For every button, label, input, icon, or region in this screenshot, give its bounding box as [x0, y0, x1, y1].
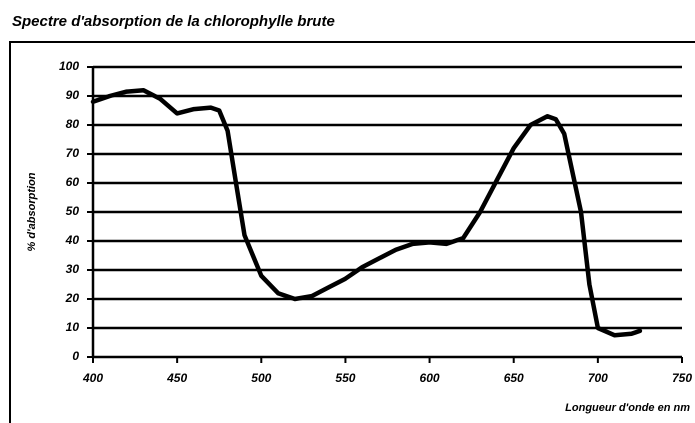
y-axis-label: % d'absorption: [26, 172, 38, 251]
y-tick-label: 10: [66, 320, 80, 334]
x-axis-label: Longueur d'onde en nm: [565, 402, 690, 414]
frame: [9, 41, 695, 423]
x-tick-label: 400: [82, 371, 103, 385]
x-tick-label: 600: [420, 371, 440, 385]
y-tick-label: 40: [65, 233, 80, 247]
chart-title: Spectre d'absorption de la chlorophylle …: [12, 13, 335, 30]
x-tick-label: 750: [672, 371, 692, 385]
y-tick-label: 50: [66, 204, 80, 218]
x-tick-label: 550: [335, 371, 355, 385]
y-tick-label: 0: [72, 349, 79, 363]
data-line: [90, 87, 643, 338]
x-tick-label: 700: [588, 371, 608, 385]
x-tick-label: 500: [251, 371, 271, 385]
y-tick-label: 20: [65, 291, 80, 305]
y-tick-label: 100: [59, 59, 79, 73]
y-tick-label: 80: [66, 117, 80, 131]
y-tick-label: 70: [66, 146, 80, 160]
y-tick-label: 90: [66, 88, 80, 102]
x-tick-label: 450: [166, 371, 187, 385]
y-tick-label: 60: [66, 175, 80, 189]
x-tick-label: 650: [504, 371, 524, 385]
y-tick-label: 30: [66, 262, 80, 276]
